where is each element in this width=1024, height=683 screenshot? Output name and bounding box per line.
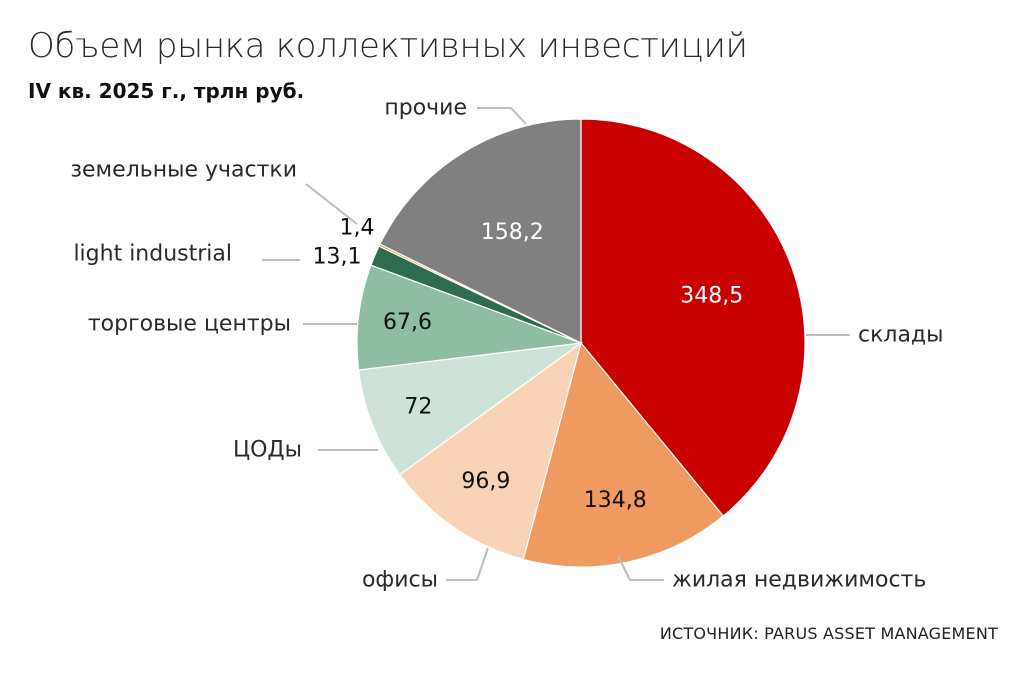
slice-category-label: light industrial: [73, 242, 232, 267]
slice-category-label: склады: [858, 323, 944, 348]
pie-slice: [356, 264, 582, 371]
pie-slice: [398, 341, 583, 561]
slice-value-label: 348,5: [680, 284, 743, 309]
slice-category-label: жилая недвижимость: [672, 568, 926, 593]
slice-value-label: 1,4: [340, 216, 375, 241]
slice-value-label: 72: [404, 394, 432, 419]
slice-category-label: прочие: [384, 96, 467, 121]
slice-value-label: 158,2: [481, 220, 544, 245]
slice-category-label: земельные участки: [70, 158, 297, 183]
slice-value-label: 13,1: [313, 245, 362, 270]
pie-slice: [357, 342, 584, 476]
slice-category-label: офисы: [362, 568, 438, 593]
leader-line: [477, 107, 527, 125]
source-note: ИСТОЧНИК: PARUS ASSET MANAGEMENT: [659, 624, 998, 643]
slice-category-label: торговые центры: [88, 312, 291, 337]
slice-value-label: 96,9: [461, 469, 510, 494]
pie-slice: [379, 118, 582, 344]
leader-line: [305, 183, 358, 225]
chart-title: Объем рынка коллективных инвестиций: [28, 26, 748, 66]
slice-category-label: ЦОДы: [233, 438, 302, 463]
slice-value-label: 67,6: [383, 310, 432, 335]
leader-line: [617, 555, 664, 581]
pie-slice: [580, 118, 806, 517]
slice-value-label: 134,8: [584, 488, 647, 513]
pie-slice: [522, 341, 725, 568]
chart-subtitle: IV кв. 2025 г., трлн руб.: [28, 79, 305, 103]
leader-line: [446, 547, 489, 581]
